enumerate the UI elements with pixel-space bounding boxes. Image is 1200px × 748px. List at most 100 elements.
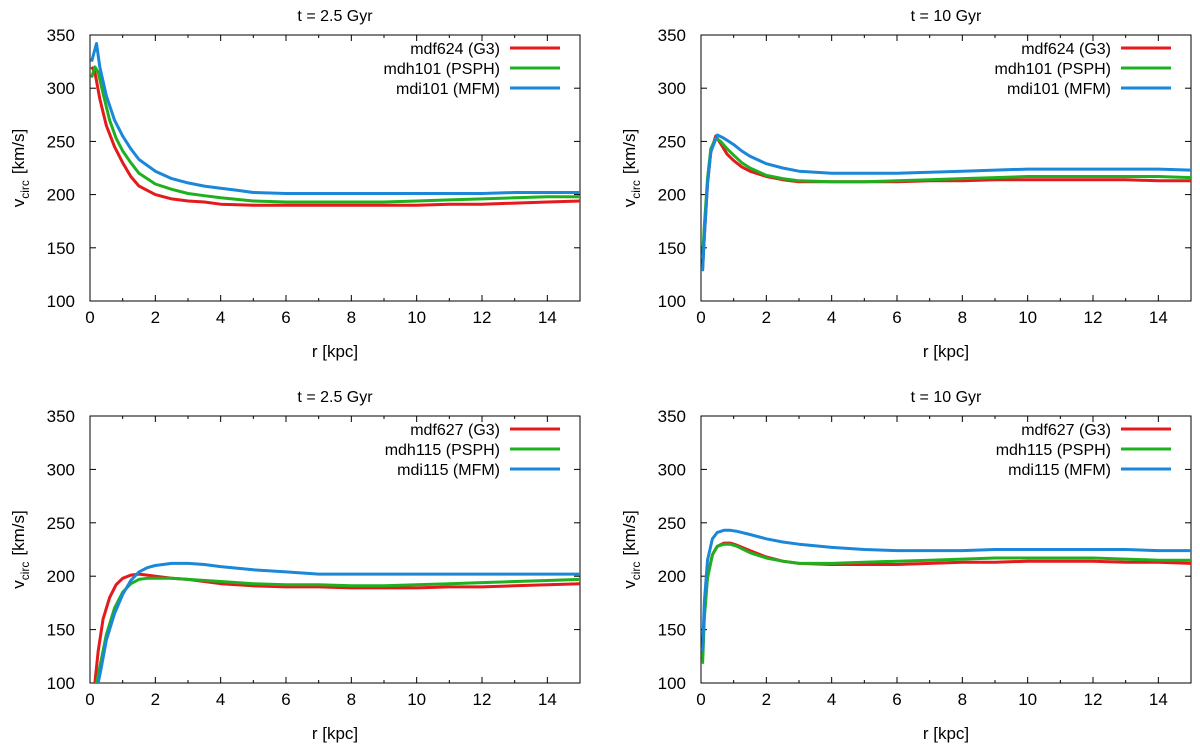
y-tick-label: 150 (658, 239, 686, 258)
y-tick-label: 200 (658, 186, 686, 205)
x-tick-label: 6 (892, 308, 901, 327)
x-axis-title: r [kpc] (312, 342, 358, 361)
y-axis-title: vcirc [km/s] (9, 510, 32, 589)
x-tick-label: 0 (696, 690, 705, 709)
y-axis-title-main: v (620, 580, 639, 589)
chart-panel-4: t = 10 Gyr 0 2 4 6 8 10 12 14 100 150 200 250 300 350 r… (620, 389, 1192, 743)
y-tick-label: 150 (47, 621, 75, 640)
legend-label: mdi101 (MFM) (396, 81, 500, 98)
x-tick-label: 12 (1084, 690, 1103, 709)
legend-label: mdh101 (PSPH) (995, 61, 1112, 78)
x-tick-label: 14 (1149, 308, 1168, 327)
series-line-3 (90, 42, 580, 195)
legend-label: mdh115 (PSPH) (385, 442, 500, 459)
legend-label: mdi101 (MFM) (1007, 81, 1111, 98)
y-axis-title-unit: [km/s] (620, 129, 639, 174)
legend-label: mdh101 (PSPH) (384, 61, 501, 78)
x-tick-label: 2 (762, 308, 771, 327)
plot-frame (89, 415, 581, 684)
x-tick-label: 12 (473, 308, 492, 327)
chart-title: t = 2.5 Gyr (297, 8, 373, 25)
y-tick-label: 150 (658, 621, 686, 640)
y-tick-label: 100 (658, 292, 686, 311)
y-axis-title-main: v (620, 198, 639, 207)
y-axis-title: vcirc [km/s] (9, 129, 32, 208)
y-axis-title-unit: [km/s] (620, 510, 639, 555)
series-line-1 (93, 572, 580, 683)
x-tick-label: 4 (216, 690, 225, 709)
y-tick-label: 250 (47, 132, 75, 151)
x-tick-label: 4 (827, 308, 836, 327)
series-line-1 (90, 66, 580, 207)
y-axis-title-main: v (9, 580, 28, 589)
series-line-2 (95, 576, 580, 683)
y-tick-label: 200 (47, 567, 75, 586)
x-axis-title: r [kpc] (312, 724, 358, 743)
y-tick-label: 250 (658, 514, 686, 533)
legend-label: mdf624 (G3) (410, 41, 500, 58)
x-tick-label: 10 (1018, 308, 1037, 327)
y-tick-label: 350 (658, 407, 686, 426)
series-line-3 (96, 561, 580, 683)
x-tick-label: 14 (538, 308, 557, 327)
plot-frame (700, 34, 1192, 302)
x-tick-label: 6 (892, 690, 901, 709)
y-axis-title-main: v (9, 198, 28, 207)
y-tick-label: 300 (658, 79, 686, 98)
series-line-2 (90, 65, 580, 204)
x-tick-label: 4 (216, 308, 225, 327)
y-tick-label: 300 (658, 460, 686, 479)
x-tick-label: 2 (151, 308, 160, 327)
y-tick-label: 200 (658, 567, 686, 586)
x-tick-label: 6 (281, 308, 290, 327)
x-tick-label: 8 (958, 690, 967, 709)
x-tick-label: 2 (151, 690, 160, 709)
chart-panel-2: t = 10 Gyr 0 2 4 6 8 10 12 14 100 150 200 250 300 350 r… (620, 8, 1192, 361)
y-axis-title: vcirc [km/s] (620, 510, 643, 589)
legend-label: mdf624 (G3) (1021, 41, 1111, 58)
series-line-2 (701, 542, 1191, 664)
y-tick-label: 250 (658, 132, 686, 151)
x-tick-label: 8 (958, 308, 967, 327)
legend-label: mdi115 (MFM) (1008, 462, 1111, 479)
y-tick-label: 200 (47, 186, 75, 205)
y-axis-title-unit: [km/s] (9, 510, 28, 555)
y-tick-label: 300 (47, 79, 75, 98)
chart-title: t = 10 Gyr (911, 389, 982, 406)
y-tick-label: 100 (47, 674, 75, 693)
y-tick-label: 350 (658, 26, 686, 45)
legend-label: mdh115 (PSPH) (996, 442, 1111, 459)
chart-title: t = 10 Gyr (911, 8, 982, 25)
series-line-2 (701, 136, 1191, 259)
chart-panel-1: t = 2.5 Gyr 0 2 4 6 8 10 12 14 100 150 200 250 300 350… (9, 8, 581, 361)
y-tick-label: 350 (47, 407, 75, 426)
y-axis-title-unit: [km/s] (9, 129, 28, 174)
x-tick-label: 14 (538, 690, 557, 709)
x-tick-label: 10 (407, 690, 426, 709)
y-tick-label: 300 (47, 460, 75, 479)
x-tick-label: 10 (407, 308, 426, 327)
y-tick-label: 100 (47, 292, 75, 311)
x-tick-label: 0 (85, 308, 94, 327)
chart-panel-3: t = 2.5 Gyr 0 2 4 6 8 10 12 14 100 150 200 250 300 350… (9, 389, 581, 743)
x-tick-label: 8 (347, 308, 356, 327)
x-axis-title: r [kpc] (923, 342, 969, 361)
y-axis-title-subscript: circ (18, 180, 32, 199)
y-axis-title-subscript: circ (629, 562, 643, 581)
x-tick-label: 0 (85, 690, 94, 709)
x-axis-title: r [kpc] (923, 724, 969, 743)
legend-label: mdf627 (G3) (1021, 422, 1111, 439)
series-line-3 (701, 528, 1191, 652)
x-tick-label: 4 (827, 690, 836, 709)
y-axis-title-subscript: circ (18, 562, 32, 581)
y-tick-label: 250 (47, 514, 75, 533)
x-tick-label: 12 (1084, 308, 1103, 327)
x-tick-label: 10 (1018, 690, 1037, 709)
x-tick-label: 12 (473, 690, 492, 709)
legend-label: mdf627 (G3) (410, 422, 500, 439)
x-tick-label: 8 (347, 690, 356, 709)
y-tick-label: 350 (47, 26, 75, 45)
x-tick-label: 14 (1149, 690, 1168, 709)
chart-title: t = 2.5 Gyr (297, 389, 373, 406)
